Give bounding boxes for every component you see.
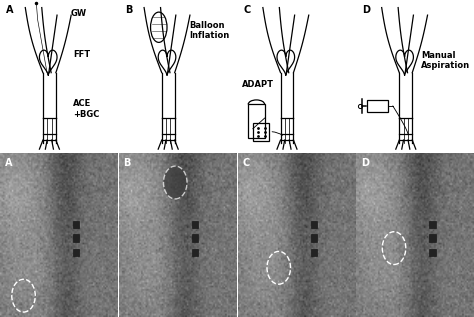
Bar bbox=[429, 249, 436, 256]
Text: Balloon
Inflation: Balloon Inflation bbox=[190, 21, 229, 40]
Bar bbox=[73, 234, 79, 242]
Text: C: C bbox=[244, 4, 251, 15]
Text: A: A bbox=[6, 4, 13, 15]
Bar bbox=[310, 234, 317, 242]
Text: GW: GW bbox=[71, 9, 87, 18]
Bar bbox=[191, 221, 198, 229]
Text: B: B bbox=[125, 4, 132, 15]
Circle shape bbox=[164, 166, 187, 199]
Text: B: B bbox=[124, 158, 131, 168]
Bar bbox=[429, 221, 436, 229]
Bar bbox=[73, 221, 79, 229]
Text: A: A bbox=[5, 158, 12, 168]
Bar bbox=[73, 249, 79, 256]
Bar bbox=[191, 234, 198, 242]
Bar bbox=[310, 249, 317, 256]
Text: D: D bbox=[361, 158, 369, 168]
Bar bbox=[429, 234, 436, 242]
Text: C: C bbox=[242, 158, 249, 168]
Text: Manual
Aspiration: Manual Aspiration bbox=[421, 51, 470, 70]
Bar bbox=[253, 123, 269, 141]
Text: ADAPT: ADAPT bbox=[242, 80, 274, 89]
Text: FFT: FFT bbox=[73, 50, 90, 59]
Text: D: D bbox=[362, 4, 370, 15]
Bar bbox=[367, 100, 388, 112]
Bar bbox=[248, 105, 264, 138]
Bar bbox=[310, 221, 317, 229]
Bar bbox=[191, 249, 198, 256]
Text: ACE
+BGC: ACE +BGC bbox=[73, 99, 99, 119]
